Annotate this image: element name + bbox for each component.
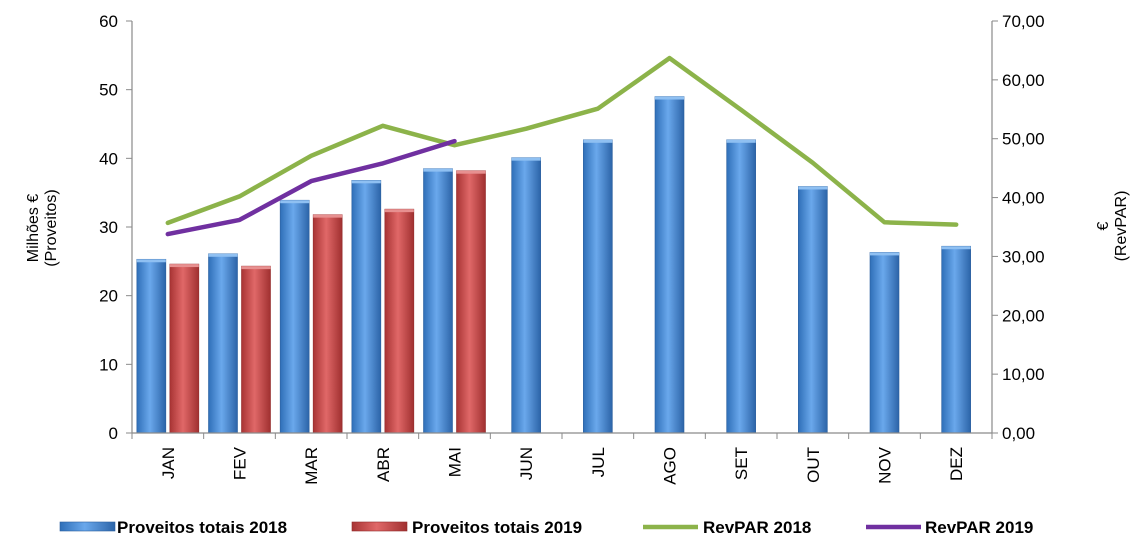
x-tick-label-mar: MAR [302, 447, 321, 485]
x-tick-label-set: SET [732, 447, 751, 480]
y-right-tick-label: 20,00 [1002, 306, 1045, 325]
y-left-tick-label: 10 [99, 355, 118, 374]
x-tick-label-abr: ABR [374, 447, 393, 482]
y-left-tick-label: 0 [109, 424, 118, 443]
x-tick-label-dez: DEZ [947, 447, 966, 481]
y-right-tick-label: 0,00 [1002, 424, 1035, 443]
legend-item-proveitos-totais-2019: Proveitos totais 2019 [351, 518, 582, 537]
x-tick-label-mai: MAI [446, 447, 465, 477]
bar-2018-ago [654, 96, 685, 434]
x-tick-label-jun: JUN [517, 447, 536, 480]
bar-2018-jun [511, 157, 541, 434]
bar-2018-nov [869, 252, 900, 434]
bar-2019-abr [384, 208, 415, 434]
legend-swatch [59, 521, 116, 532]
bar-2018-jul [583, 139, 613, 434]
y-right-tick-label: 70,00 [1002, 12, 1045, 31]
y-right-title-line1: € [1095, 221, 1112, 230]
y-right-title-line2: (RevPAR) [1113, 191, 1130, 262]
bar-2018-dez [941, 245, 971, 434]
y-right-tick-label: 50,00 [1002, 130, 1045, 149]
bar-2018-out [798, 186, 828, 434]
y-right-tick-label: 60,00 [1002, 71, 1045, 90]
bar-2018-abr [351, 180, 382, 434]
line-revpar-2018 [165, 55, 959, 227]
x-tick-label-fev: FEV [231, 446, 250, 480]
legend-swatch [351, 521, 408, 532]
y-left-title-line1: Milhões € [25, 194, 42, 263]
x-tick-label-ago: AGO [661, 447, 680, 485]
y-left-tick-label: 60 [99, 12, 118, 31]
legend-label: RevPAR 2019 [925, 518, 1033, 537]
bar-2019-jan [169, 263, 200, 434]
legend-label: RevPAR 2018 [703, 518, 811, 537]
x-tick-label-nov: NOV [876, 446, 895, 484]
bar-2018-jan [136, 258, 167, 434]
y-left-title-line2: (Proveitos) [43, 189, 60, 266]
bar-2019-mar [312, 214, 343, 434]
bar-2018-set [726, 139, 756, 434]
legend-label: Proveitos totais 2018 [117, 518, 287, 537]
x-tick-label-jul: JUL [589, 447, 608, 477]
legend-item-revpar-2018: RevPAR 2018 [643, 518, 811, 537]
y-left-tick-label: 40 [99, 149, 118, 168]
legend-item-revpar-2019: RevPAR 2019 [866, 518, 1033, 537]
y-right-tick-label: 10,00 [1002, 365, 1045, 384]
x-tick-label-out: OUT [804, 447, 823, 483]
bar-2019-mai [456, 170, 486, 434]
x-tick-label-jan: JAN [159, 447, 178, 479]
line-revpar-2019 [165, 138, 457, 237]
legend-item-proveitos-totais-2018: Proveitos totais 2018 [59, 518, 287, 537]
bar-2018-fev [208, 253, 238, 434]
y-left-tick-label: 30 [99, 218, 118, 237]
y-left-tick-label: 20 [99, 287, 118, 306]
y-left-tick-label: 50 [99, 81, 118, 100]
y-right-tick-label: 40,00 [1002, 189, 1045, 208]
bar-2019-fev [241, 265, 271, 434]
legend-label: Proveitos totais 2019 [412, 518, 582, 537]
y-right-tick-label: 30,00 [1002, 247, 1045, 266]
bar-2018-mar [279, 199, 310, 434]
bar-2018-mai [423, 168, 453, 434]
